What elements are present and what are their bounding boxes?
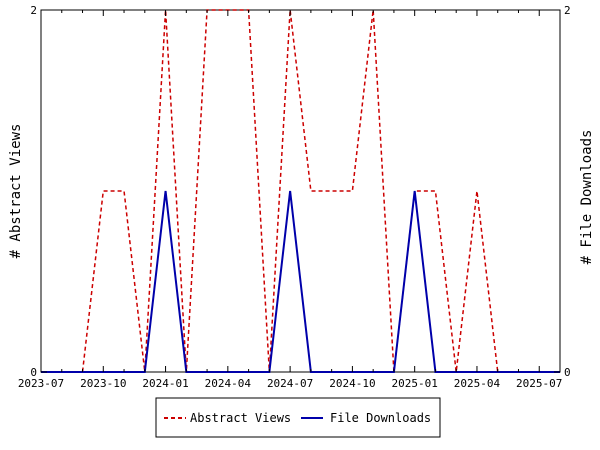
legend-label-abstract-views: Abstract Views: [190, 411, 291, 425]
y-tick-label-left: 2: [30, 4, 37, 17]
x-tick-label: 2023-10: [80, 377, 126, 390]
y-tick-label-right: 0: [564, 366, 571, 379]
x-tick-label: 2025-07: [516, 377, 562, 390]
series-line-abstract-views: [41, 9, 560, 373]
legend-box: [155, 397, 441, 438]
series-layer: [41, 9, 560, 373]
y-tick-label-right: 2: [564, 4, 571, 17]
x-tick-label: 2023-07: [18, 377, 64, 390]
legend-label-file-downloads: File Downloads: [330, 411, 431, 425]
x-tick-label: 2025-01: [392, 377, 438, 390]
y-axis-title-right: # File Downloads: [579, 130, 595, 265]
x-tick-label: 2024-07: [267, 377, 313, 390]
plot-frame: [40, 9, 561, 373]
ticks-layer: 2023-07 2023-10 2024-01 2024-04 2024-07 2024-…: [18, 4, 571, 390]
x-tick-label: 2024-10: [329, 377, 375, 390]
y-axis-title-left: # Abstract Views: [8, 124, 24, 259]
y-tick-label-left: 0: [30, 366, 37, 379]
plot-area: [40, 9, 561, 373]
legend: Abstract Views File Downloads: [155, 397, 441, 438]
x-tick-label: 2025-04: [454, 377, 501, 390]
series-line-file-downloads: [41, 190, 560, 373]
x-tick-label: 2024-04: [205, 377, 252, 390]
x-tick-label: 2024-01: [142, 377, 188, 390]
